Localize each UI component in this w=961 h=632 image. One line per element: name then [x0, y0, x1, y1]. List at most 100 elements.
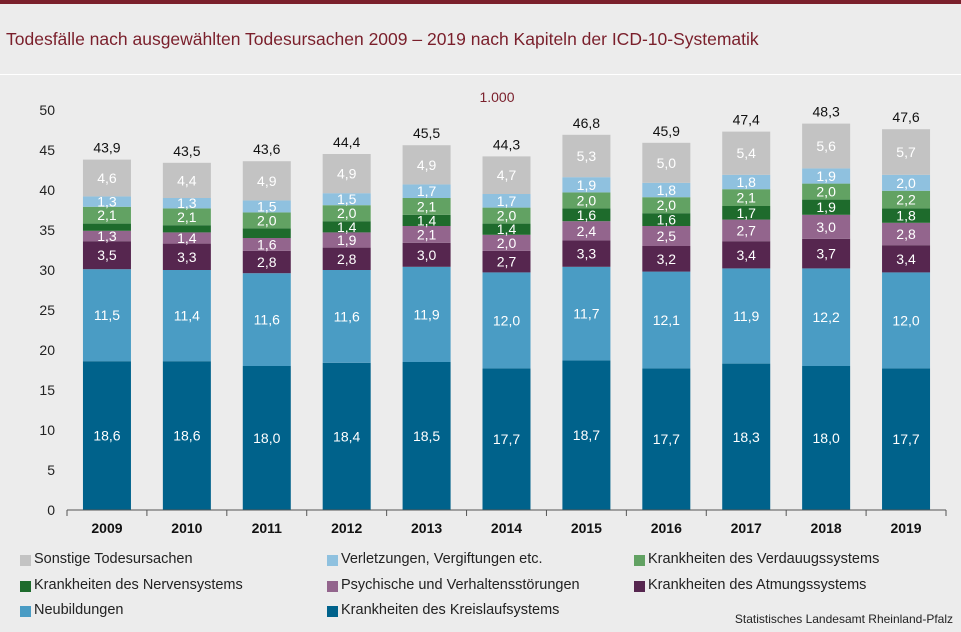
legend-swatch: [20, 555, 31, 566]
bar-segment: [162, 361, 211, 510]
segment-label: 17,7: [653, 431, 680, 447]
segment-label: 3,5: [97, 247, 117, 263]
bar-segment: [562, 208, 611, 222]
bar-segment: [162, 243, 211, 270]
total-label: 43,9: [93, 140, 120, 156]
legend-swatch: [327, 581, 338, 592]
segment-label: 11,6: [254, 312, 280, 328]
segment-label: 2,4: [577, 223, 597, 239]
segment-label: 12,2: [813, 309, 840, 325]
y-tick-label: 0: [47, 502, 55, 518]
legend-label: Krankheiten des Nervensystems: [34, 577, 243, 593]
total-label: 46,8: [573, 115, 600, 131]
x-tick-label: 2017: [731, 520, 762, 536]
x-tick-label: 2011: [252, 520, 283, 536]
bar-segment: [402, 242, 451, 267]
bar-segment: [722, 219, 771, 242]
bar-segment: [482, 194, 531, 208]
segment-label: 3,4: [736, 247, 756, 263]
bar-segment: [562, 177, 611, 193]
segment-label: 1,4: [497, 221, 517, 237]
segment-label: 1,6: [657, 212, 677, 228]
total-label: 47,4: [733, 112, 760, 128]
bar-segment: [882, 190, 931, 209]
segment-label: 2,1: [417, 198, 437, 214]
bar-segment: [562, 192, 611, 209]
total-label: 44,4: [333, 134, 360, 150]
total-label: 47,6: [892, 109, 919, 125]
segment-label: 2,2: [896, 192, 916, 208]
x-tick-label: 2018: [811, 520, 842, 536]
segment-label: 3,2: [657, 251, 677, 267]
bar-segment: [562, 240, 611, 267]
bar-segment: [722, 131, 771, 175]
y-tick-label: 10: [39, 422, 55, 438]
legend-label: Psychische und Verhaltensstörungen: [341, 577, 580, 593]
bar-segment: [482, 272, 531, 369]
segment-label: 2,0: [497, 235, 517, 251]
legend-swatch: [634, 555, 645, 566]
bar-segment: [562, 360, 611, 510]
bar-segment: [722, 206, 771, 220]
legend-swatch: [327, 606, 338, 617]
bar-segment: [882, 272, 931, 369]
y-tick-label: 30: [39, 262, 55, 278]
segment-label: 11,9: [733, 308, 759, 324]
bar-segment: [482, 234, 531, 251]
chart-title: Todesfälle nach ausgewählten Todesursach…: [6, 29, 759, 49]
bar-segment: [802, 238, 851, 269]
bar-segment: [322, 270, 371, 363]
bar-segment: [642, 142, 691, 183]
stacked-bar-chart: 1.0000510152025303540455018,611,53,51,32…: [0, 76, 961, 546]
segment-label: 3,3: [577, 246, 597, 262]
segment-label: 3,0: [417, 247, 437, 263]
x-tick-label: 2009: [91, 520, 122, 536]
x-tick-label: 2019: [890, 520, 921, 536]
bar-segment: [322, 362, 371, 510]
segment-label: 2,5: [657, 228, 677, 244]
segment-label: 18,3: [733, 429, 760, 445]
segment-label: 2,0: [577, 192, 597, 208]
segment-label: 4,7: [497, 167, 517, 183]
bar-segment: [882, 208, 931, 223]
segment-label: 1,7: [497, 193, 517, 209]
segment-label: 18,5: [413, 428, 440, 444]
segment-label: 2,0: [497, 208, 517, 224]
bar-segment: [642, 213, 691, 226]
segment-label: 12,0: [892, 312, 919, 328]
top-accent-rule: [0, 0, 961, 4]
total-label: 45,9: [653, 123, 680, 139]
segment-label: 5,3: [577, 148, 597, 164]
segment-label: 1,9: [816, 168, 836, 184]
segment-label: 2,7: [497, 254, 517, 270]
segment-label: 2,8: [896, 226, 916, 242]
y-tick-label: 20: [39, 342, 55, 358]
bar-segment: [802, 268, 851, 366]
plot-background: [0, 76, 961, 546]
bar-segment: [242, 238, 291, 251]
segment-label: 1,9: [337, 232, 357, 248]
bar-segment: [82, 159, 131, 197]
bar-segment: [402, 198, 451, 215]
bar-segment: [242, 273, 291, 366]
bar-segment: [642, 197, 691, 214]
segment-label: 1,7: [417, 183, 437, 199]
segment-label: 17,7: [892, 431, 919, 447]
segment-label: 1,6: [577, 207, 597, 223]
segment-label: 2,0: [657, 197, 677, 213]
legend-swatch: [20, 581, 31, 592]
bar-segment: [82, 206, 131, 224]
legend-swatch: [20, 606, 31, 617]
bar-segment: [482, 368, 531, 510]
bar-segment: [242, 212, 291, 229]
segment-label: 2,0: [816, 184, 836, 200]
bar-segment: [882, 129, 931, 175]
x-tick-label: 2014: [491, 520, 522, 536]
bar-segment: [322, 221, 371, 233]
bar-segment: [322, 154, 371, 194]
bar-segment: [802, 168, 851, 184]
bar-segment: [162, 198, 211, 209]
segment-label: 1,4: [417, 212, 437, 228]
bar-segment: [242, 228, 291, 238]
legend-label: Sonstige Todesursachen: [34, 551, 193, 567]
